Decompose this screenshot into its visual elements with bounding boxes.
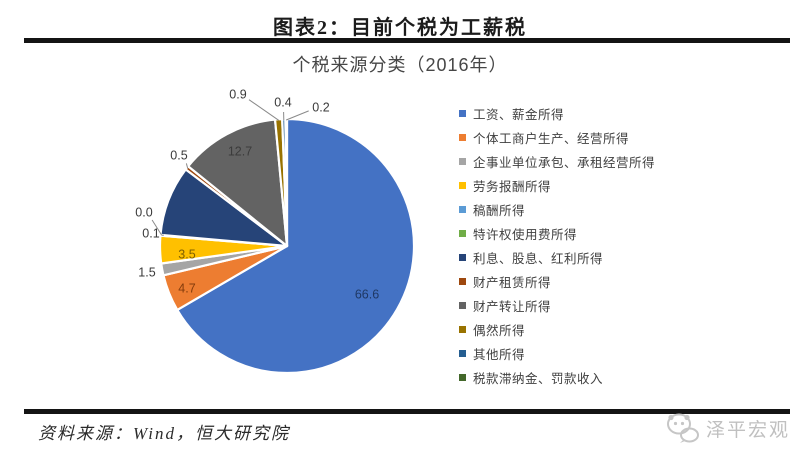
pie-data-label: 4.7	[178, 281, 195, 295]
pie-data-label: 0.2	[312, 100, 329, 114]
watermark-text: 泽平宏观	[705, 419, 790, 441]
label-leader-line	[248, 99, 279, 121]
pie-slice	[187, 118, 289, 248]
legend-item: 工资、薪金所得	[459, 101, 769, 125]
legend-item: 个体工商户生产、经营所得	[459, 125, 769, 149]
legend-label: 特许权使用费所得	[473, 227, 578, 242]
pie-data-label: 0.4	[274, 95, 291, 109]
legend-marker	[459, 349, 466, 357]
pie-slice	[176, 117, 416, 375]
legend-item: 财产转让所得	[459, 293, 769, 317]
legend-item: 税款滞纳金、罚款收入	[459, 365, 769, 389]
label-leader-line	[185, 163, 189, 169]
figure-title: 图表2：目前个税为工薪税	[273, 17, 527, 39]
legend-marker	[459, 325, 466, 333]
pie-data-label: 0.0	[135, 205, 152, 219]
legend-marker	[459, 181, 466, 189]
pie-data-label: 0.1	[142, 226, 159, 240]
pie-data-label: 66.6	[355, 287, 379, 301]
legend-marker	[459, 253, 466, 261]
legend-item: 企事业单位承包、承租经营所得	[459, 149, 769, 173]
title-divider	[24, 38, 790, 43]
footer-divider	[24, 409, 790, 414]
legend-marker	[459, 277, 466, 285]
legend-label: 工资、薪金所得	[473, 107, 565, 122]
legend-marker	[459, 157, 466, 165]
legend-marker	[459, 229, 466, 237]
pie-data-label: 0.5	[170, 148, 187, 162]
pie-data-label: 0.9	[229, 87, 246, 101]
legend-label: 税款滞纳金、罚款收入	[473, 371, 604, 386]
label-leader-line	[286, 110, 309, 121]
legend-marker	[459, 373, 466, 381]
legend-item: 财产租赁所得	[459, 269, 769, 293]
label-leader-line	[151, 219, 162, 236]
legend-label: 劳务报酬所得	[473, 179, 552, 194]
source-note: 资料来源：Wind，恒大研究院	[38, 424, 290, 443]
pie-data-label: 12.7	[228, 144, 252, 158]
legend-item: 偶然所得	[459, 317, 769, 341]
watermark: 泽平宏观	[666, 413, 790, 443]
legend-marker	[459, 205, 466, 213]
legend-item: 其他所得	[459, 341, 769, 365]
legend-label: 财产转让所得	[473, 299, 552, 314]
legend-label: 个体工商户生产、经营所得	[473, 131, 630, 146]
legend-item: 劳务报酬所得	[459, 173, 769, 197]
legend-label: 稿酬所得	[473, 203, 526, 218]
legend-marker	[459, 301, 466, 309]
legend-marker	[459, 133, 466, 141]
pie-data-label: 1.5	[138, 265, 155, 279]
zeping-macro-logo-icon	[666, 413, 699, 443]
chart-title: 个税来源分类（2016年）	[292, 55, 508, 75]
chart-legend: 工资、薪金所得个体工商户生产、经营所得企事业单位承包、承租经营所得 劳务报酬所得稿…	[459, 101, 769, 389]
pie-data-label: 3.5	[178, 247, 195, 261]
legend-label: 财产租赁所得	[473, 275, 552, 290]
legend-label: 其他所得	[473, 347, 526, 362]
legend-item: 稿酬所得	[459, 197, 769, 221]
legend-item: 利息、股息、红利所得	[459, 245, 769, 269]
pie-chart: 66.6 4.7 1.5 3.5 0.1 0.0 0.5 12.7 0.9 0.4 0.2	[135, 87, 416, 375]
legend-label: 利息、股息、红利所得	[473, 251, 604, 266]
legend-marker	[459, 109, 466, 117]
pie-slice	[284, 117, 289, 248]
legend-label: 企事业单位承包、承租经营所得	[473, 155, 656, 170]
legend-label: 偶然所得	[473, 323, 526, 338]
legend-item: 特许权使用费所得	[459, 221, 769, 245]
